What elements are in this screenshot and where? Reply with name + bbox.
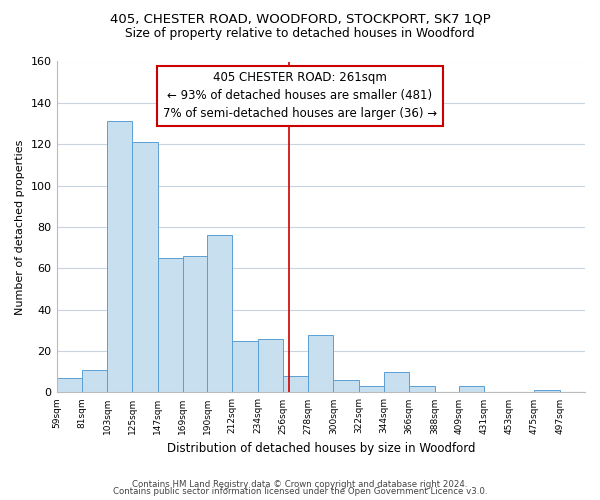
Bar [334,380,359,392]
Bar [384,372,409,392]
Bar [56,378,82,392]
Text: 405 CHESTER ROAD: 261sqm
← 93% of detached houses are smaller (481)
7% of semi-d: 405 CHESTER ROAD: 261sqm ← 93% of detach… [163,72,437,120]
X-axis label: Distribution of detached houses by size in Woodford: Distribution of detached houses by size … [167,442,475,455]
Bar [535,390,560,392]
Bar [232,340,257,392]
Text: Contains public sector information licensed under the Open Government Licence v3: Contains public sector information licen… [113,487,487,496]
Bar [409,386,434,392]
Y-axis label: Number of detached properties: Number of detached properties [15,140,25,314]
Bar [359,386,384,392]
Text: 405, CHESTER ROAD, WOODFORD, STOCKPORT, SK7 1QP: 405, CHESTER ROAD, WOODFORD, STOCKPORT, … [110,12,490,26]
Bar [183,256,207,392]
Bar [158,258,183,392]
Bar [257,338,283,392]
Bar [82,370,107,392]
Text: Contains HM Land Registry data © Crown copyright and database right 2024.: Contains HM Land Registry data © Crown c… [132,480,468,489]
Bar [308,334,334,392]
Bar [133,142,158,393]
Bar [207,235,232,392]
Bar [283,376,308,392]
Text: Size of property relative to detached houses in Woodford: Size of property relative to detached ho… [125,28,475,40]
Bar [107,122,133,392]
Bar [458,386,484,392]
